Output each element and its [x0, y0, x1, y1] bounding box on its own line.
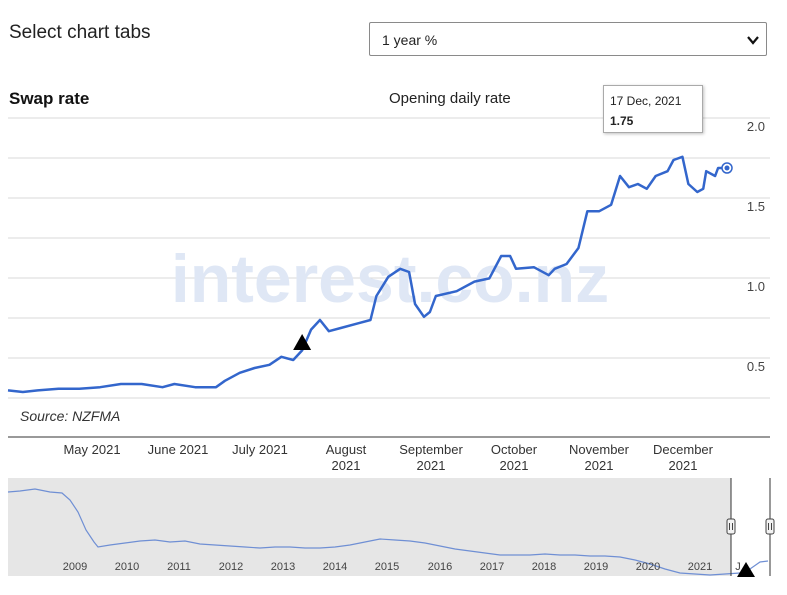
- range-select[interactable]: 1 year %: [369, 22, 767, 56]
- navigator-window[interactable]: [731, 478, 770, 576]
- navigator-year-label: 2019: [583, 561, 609, 573]
- tooltip-value: 1.75: [610, 114, 634, 128]
- navigator-year-label: 2021: [687, 561, 713, 573]
- series-line[interactable]: [7, 155, 727, 394]
- event-flag-marker[interactable]: [293, 334, 312, 350]
- navigator-series: [7, 488, 769, 576]
- navigator-left-handle[interactable]: [726, 518, 736, 535]
- navigator-year-label: 2015: [374, 561, 400, 573]
- chart-tabs-heading: Select chart tabs: [9, 22, 151, 43]
- navigator-year-label: 2020: [635, 561, 661, 573]
- x-tick-label: November 2021: [569, 442, 629, 473]
- navigator-flag-marker: [737, 562, 755, 577]
- navigator-year-label: 2009: [62, 561, 88, 573]
- chart-title: Swap rate: [9, 89, 90, 108]
- navigator-year-label: 2013: [270, 561, 296, 573]
- source-note: Source: NZFMA: [20, 408, 121, 424]
- chart-subtitle: Opening daily rate: [389, 90, 511, 107]
- x-tick-label: July 2021: [232, 442, 288, 457]
- navigator-background: [8, 478, 770, 576]
- y-tick-label: 2.0: [746, 119, 765, 134]
- range-select-value: 1 year %: [382, 32, 438, 48]
- x-tick-label: June 2021: [147, 442, 209, 457]
- hover-point-dot: [724, 165, 730, 171]
- navigator-year-label: 2016: [427, 561, 453, 573]
- tooltip: 17 Dec, 2021 1.75: [603, 85, 703, 133]
- x-tick-label: September 2021: [399, 442, 463, 473]
- navigator-year-label: 2011: [167, 561, 191, 573]
- navigator-year-label: 2012: [218, 561, 244, 573]
- tooltip-date: 17 Dec, 2021: [610, 94, 682, 108]
- x-tick-label: May 2021: [63, 442, 121, 457]
- navigator-year-label: 2010: [114, 561, 140, 573]
- watermark: interest.co.nz: [171, 241, 609, 317]
- y-tick-label: 1.0: [746, 279, 765, 294]
- x-tick-label: October 2021: [490, 442, 538, 473]
- chevron-down-icon: [747, 36, 759, 45]
- x-tick-label: August 2021: [325, 442, 367, 473]
- navigator-right-handle[interactable]: [765, 518, 775, 535]
- navigator-year-label: J: [735, 561, 741, 573]
- x-tick-label: December 2021: [653, 442, 713, 473]
- navigator-year-label: 2017: [479, 561, 505, 573]
- y-tick-label: 1.5: [746, 199, 765, 214]
- navigator-year-label: 2014: [322, 561, 348, 573]
- navigator-year-label: 2018: [531, 561, 557, 573]
- y-tick-label: 0.5: [746, 359, 765, 374]
